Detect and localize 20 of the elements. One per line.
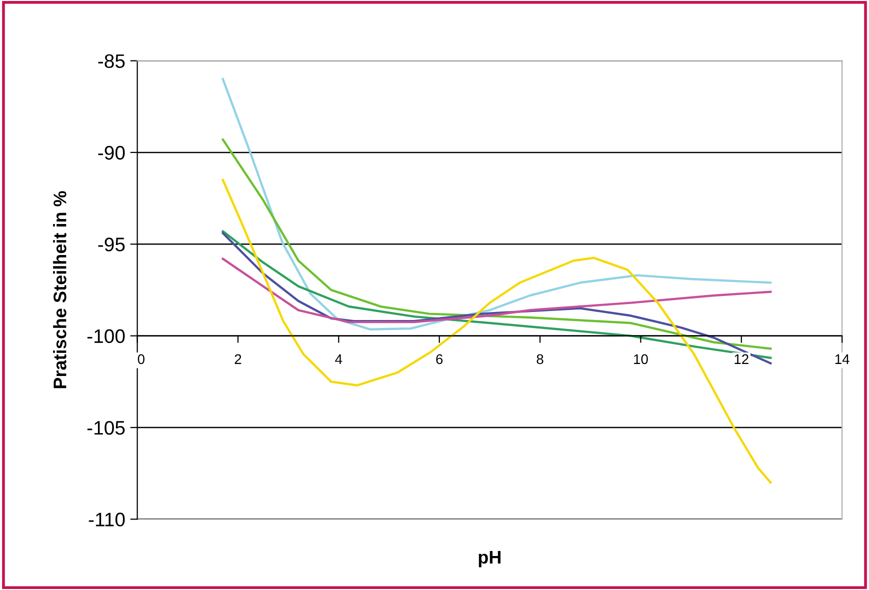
- y-axis-title: Pratische Steilheit in %: [53, 191, 66, 388]
- line-series: [222, 78, 772, 331]
- y-tick-label: -100: [87, 329, 125, 344]
- x-tick-label: 2: [234, 354, 242, 364]
- x-tick-label: 10: [634, 354, 648, 364]
- y-tick-label: -95: [98, 238, 125, 252]
- line-series: [222, 138, 772, 350]
- y-tick-label: -105: [87, 420, 125, 435]
- x-tick-label: 8: [536, 354, 544, 364]
- y-tick-label: -110: [88, 512, 125, 526]
- x-tick-label: 6: [436, 354, 443, 364]
- x-axis-title: pH: [478, 551, 500, 568]
- x-tick-label: 12: [734, 354, 748, 364]
- y-tick-label: -85: [98, 54, 125, 68]
- y-tick-label: -90: [98, 146, 125, 160]
- x-tick-label: 14: [835, 354, 850, 364]
- x-tick-label: 0: [138, 354, 144, 364]
- line-series: [222, 258, 772, 324]
- line-series: [222, 178, 772, 484]
- x-tick-label: 4: [335, 354, 342, 364]
